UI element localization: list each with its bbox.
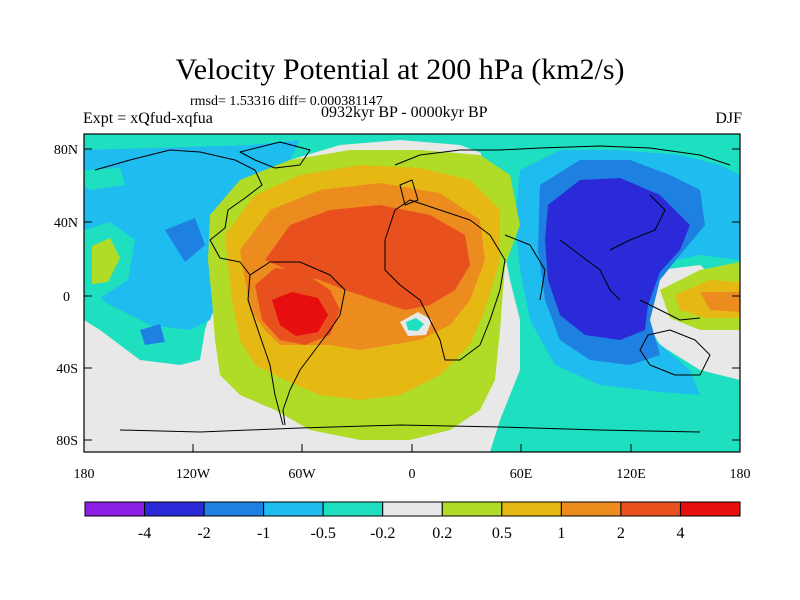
colorbar: -4 -2 -1 -0.5 -0.2 0.2 0.5 1 2 4 bbox=[84, 501, 741, 542]
colorbar-label: 0.2 bbox=[432, 525, 452, 542]
colorbar-box bbox=[382, 501, 443, 517]
lon-label-0: 0 bbox=[409, 467, 416, 482]
colorbar-box bbox=[322, 501, 384, 517]
colorbar-box bbox=[441, 501, 503, 517]
colorbar-label: -0.5 bbox=[311, 525, 336, 542]
lat-label-80n: 80N bbox=[54, 143, 78, 158]
colorbar-box bbox=[620, 501, 681, 517]
colorbar-box bbox=[263, 501, 324, 517]
lon-label-60w: 60W bbox=[288, 467, 316, 482]
lon-label-180e: 180 bbox=[730, 467, 751, 482]
colorbar-label: -2 bbox=[197, 525, 210, 542]
lon-label-60e: 60E bbox=[510, 467, 533, 482]
colorbar-box bbox=[679, 501, 741, 517]
colorbar-label: 4 bbox=[676, 525, 684, 542]
contour-field bbox=[84, 134, 740, 452]
lon-label-180w: 180 bbox=[74, 467, 95, 482]
lon-label-120e: 120E bbox=[616, 467, 646, 482]
colorbar-label: -1 bbox=[257, 525, 270, 542]
colorbar-box bbox=[501, 501, 562, 517]
lon-label-120w: 120W bbox=[176, 467, 211, 482]
colorbar-label: 2 bbox=[617, 525, 625, 542]
colorbar-box bbox=[203, 501, 265, 517]
map-title: Velocity Potential at 200 hPa (km2/s) bbox=[175, 53, 625, 86]
colorbar-box bbox=[84, 501, 146, 517]
lat-label-0: 0 bbox=[63, 290, 70, 305]
colorbar-box bbox=[144, 501, 205, 517]
season-label: DJF bbox=[715, 110, 742, 127]
period-label: 0932kyr BP - 0000kyr BP bbox=[321, 104, 488, 121]
colorbar-label: 1 bbox=[557, 525, 565, 542]
colorbar-label: -0.2 bbox=[370, 525, 395, 542]
colorbar-label: -4 bbox=[138, 525, 151, 542]
lat-label-40s: 40S bbox=[56, 362, 78, 377]
colorbar-box bbox=[560, 501, 622, 517]
lat-label-40n: 40N bbox=[54, 216, 78, 231]
lat-label-80s: 80S bbox=[56, 434, 78, 449]
colorbar-label: 0.5 bbox=[492, 525, 512, 542]
experiment-label: Expt = xQfud-xqfua bbox=[83, 110, 213, 127]
stats-label: rmsd= 1.53316 diff= 0.000381147 bbox=[190, 94, 383, 109]
axis-ticks bbox=[83, 148, 741, 452]
